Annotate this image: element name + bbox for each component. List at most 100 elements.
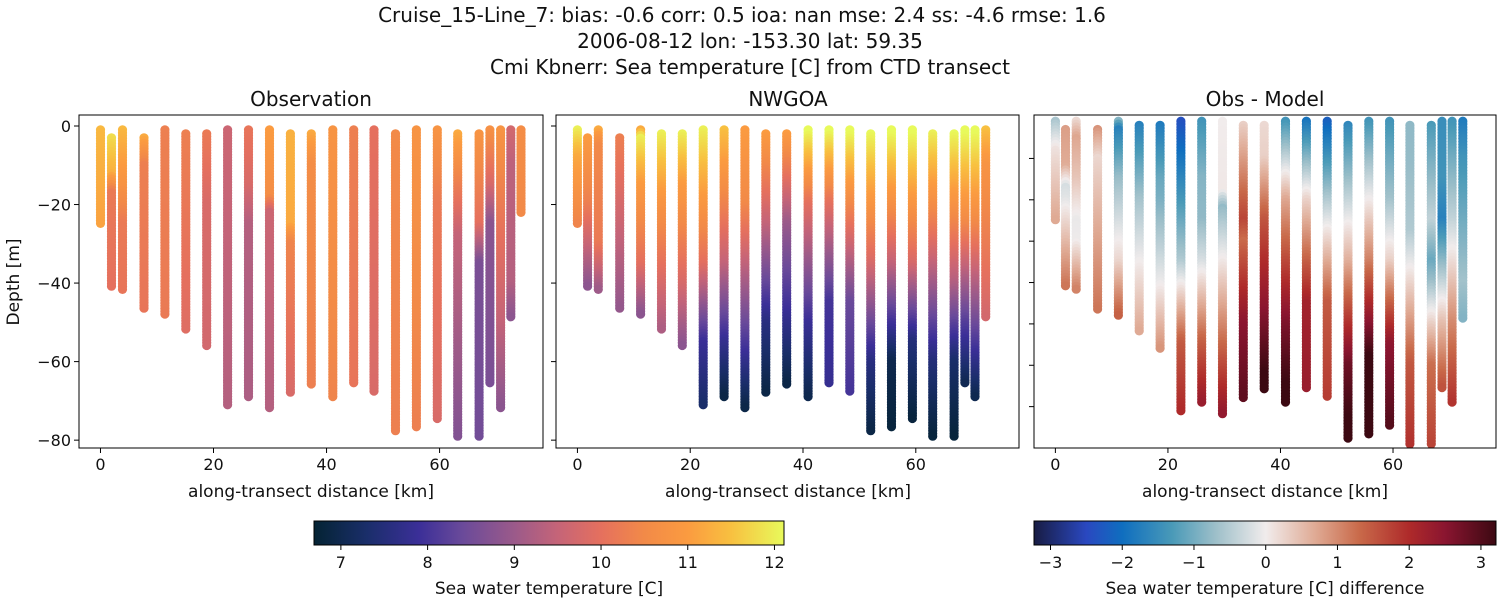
station-16 (887, 125, 896, 431)
x-tick-label: 0 (572, 455, 582, 474)
x-tick-label: 60 (429, 455, 449, 474)
station-6 (678, 129, 687, 350)
data-point (573, 219, 582, 228)
station-22 (506, 125, 515, 321)
station-1 (1061, 125, 1070, 291)
station-18 (453, 129, 462, 441)
station-19 (475, 129, 484, 441)
station-13 (349, 125, 358, 387)
station-14 (369, 125, 378, 395)
y-tick-label: −60 (37, 353, 71, 372)
data-point (782, 379, 791, 388)
data-point (139, 304, 148, 313)
data-point (887, 422, 896, 431)
scatter-points (96, 125, 526, 441)
y-tick-label: −40 (37, 274, 71, 293)
station-11 (1260, 121, 1269, 394)
station-4 (636, 125, 645, 318)
station-8 (720, 125, 729, 401)
y-tick-label: 0 (61, 117, 71, 136)
x-axis-label-observation: along-transect distance [km] (188, 482, 434, 502)
station-11 (307, 129, 316, 388)
data-point (453, 432, 462, 441)
data-point (433, 414, 442, 423)
station-0 (573, 125, 582, 228)
data-point (678, 341, 687, 350)
station-4 (1114, 117, 1123, 320)
station-2 (1072, 117, 1081, 294)
data-point (804, 392, 813, 401)
figure-title-line3: Cmi Kbnerr: Sea temperature [C] from CTD… (490, 55, 1010, 79)
station-3 (615, 133, 624, 313)
data-point (506, 312, 515, 321)
figure-title-line1: Cruise_15-Line_7: bias: -0.6 corr: 0.5 i… (378, 3, 1106, 27)
x-axis-label-model: along-transect distance [km] (665, 482, 911, 502)
data-point (160, 310, 169, 319)
panel-title-model: NWGOA (748, 87, 828, 111)
data-point (412, 422, 421, 431)
data-point (1197, 398, 1206, 407)
data-point (475, 432, 484, 441)
station-5 (1135, 121, 1144, 336)
station-0 (1051, 117, 1060, 225)
data-point (516, 208, 525, 217)
x-tick-label: 20 (680, 455, 700, 474)
station-14 (845, 125, 854, 395)
station-3 (139, 133, 148, 313)
data-point (496, 403, 505, 412)
data-point (1176, 406, 1185, 415)
station-7 (223, 125, 232, 409)
station-21 (496, 125, 505, 412)
data-point (286, 388, 295, 397)
data-point (369, 387, 378, 396)
data-point (594, 285, 603, 294)
station-13 (824, 125, 833, 387)
station-0 (96, 125, 105, 228)
data-point (244, 392, 253, 401)
data-point (1156, 344, 1165, 353)
figure-title-line2: 2006-08-12 lon: -153.30 lat: 59.35 (577, 29, 923, 53)
data-point (908, 414, 917, 423)
station-21 (970, 125, 979, 401)
data-point (391, 426, 400, 435)
data-point (1239, 393, 1248, 402)
station-3 (1093, 125, 1102, 314)
station-16 (412, 125, 421, 431)
station-20 (960, 125, 969, 387)
data-point (485, 378, 494, 387)
station-8 (1197, 117, 1206, 407)
station-6 (202, 129, 211, 350)
data-point (960, 378, 969, 387)
station-20 (485, 125, 494, 387)
station-2 (118, 125, 127, 294)
station-17 (433, 125, 442, 423)
data-point (761, 388, 770, 397)
y-tick-label: −80 (37, 431, 71, 450)
data-point (636, 310, 645, 319)
station-2 (594, 125, 603, 294)
station-1 (583, 133, 592, 291)
station-12 (328, 125, 337, 401)
data-point (928, 432, 937, 441)
station-1 (107, 133, 116, 291)
station-17 (908, 125, 917, 423)
scatter-points (1051, 117, 1468, 449)
station-9 (740, 125, 749, 412)
station-23 (516, 125, 525, 217)
data-point (328, 392, 337, 401)
y-axis-label: Depth [m] (4, 238, 24, 325)
station-10 (286, 129, 295, 397)
data-point (970, 392, 979, 401)
station-10 (1239, 121, 1248, 402)
data-point (866, 426, 875, 435)
x-tick-label: 40 (793, 455, 813, 474)
data-point (96, 219, 105, 228)
data-point (307, 379, 316, 388)
data-point (1072, 285, 1081, 294)
x-tick-label: 40 (316, 455, 336, 474)
data-point (1135, 326, 1144, 335)
scatter-points (573, 125, 991, 441)
